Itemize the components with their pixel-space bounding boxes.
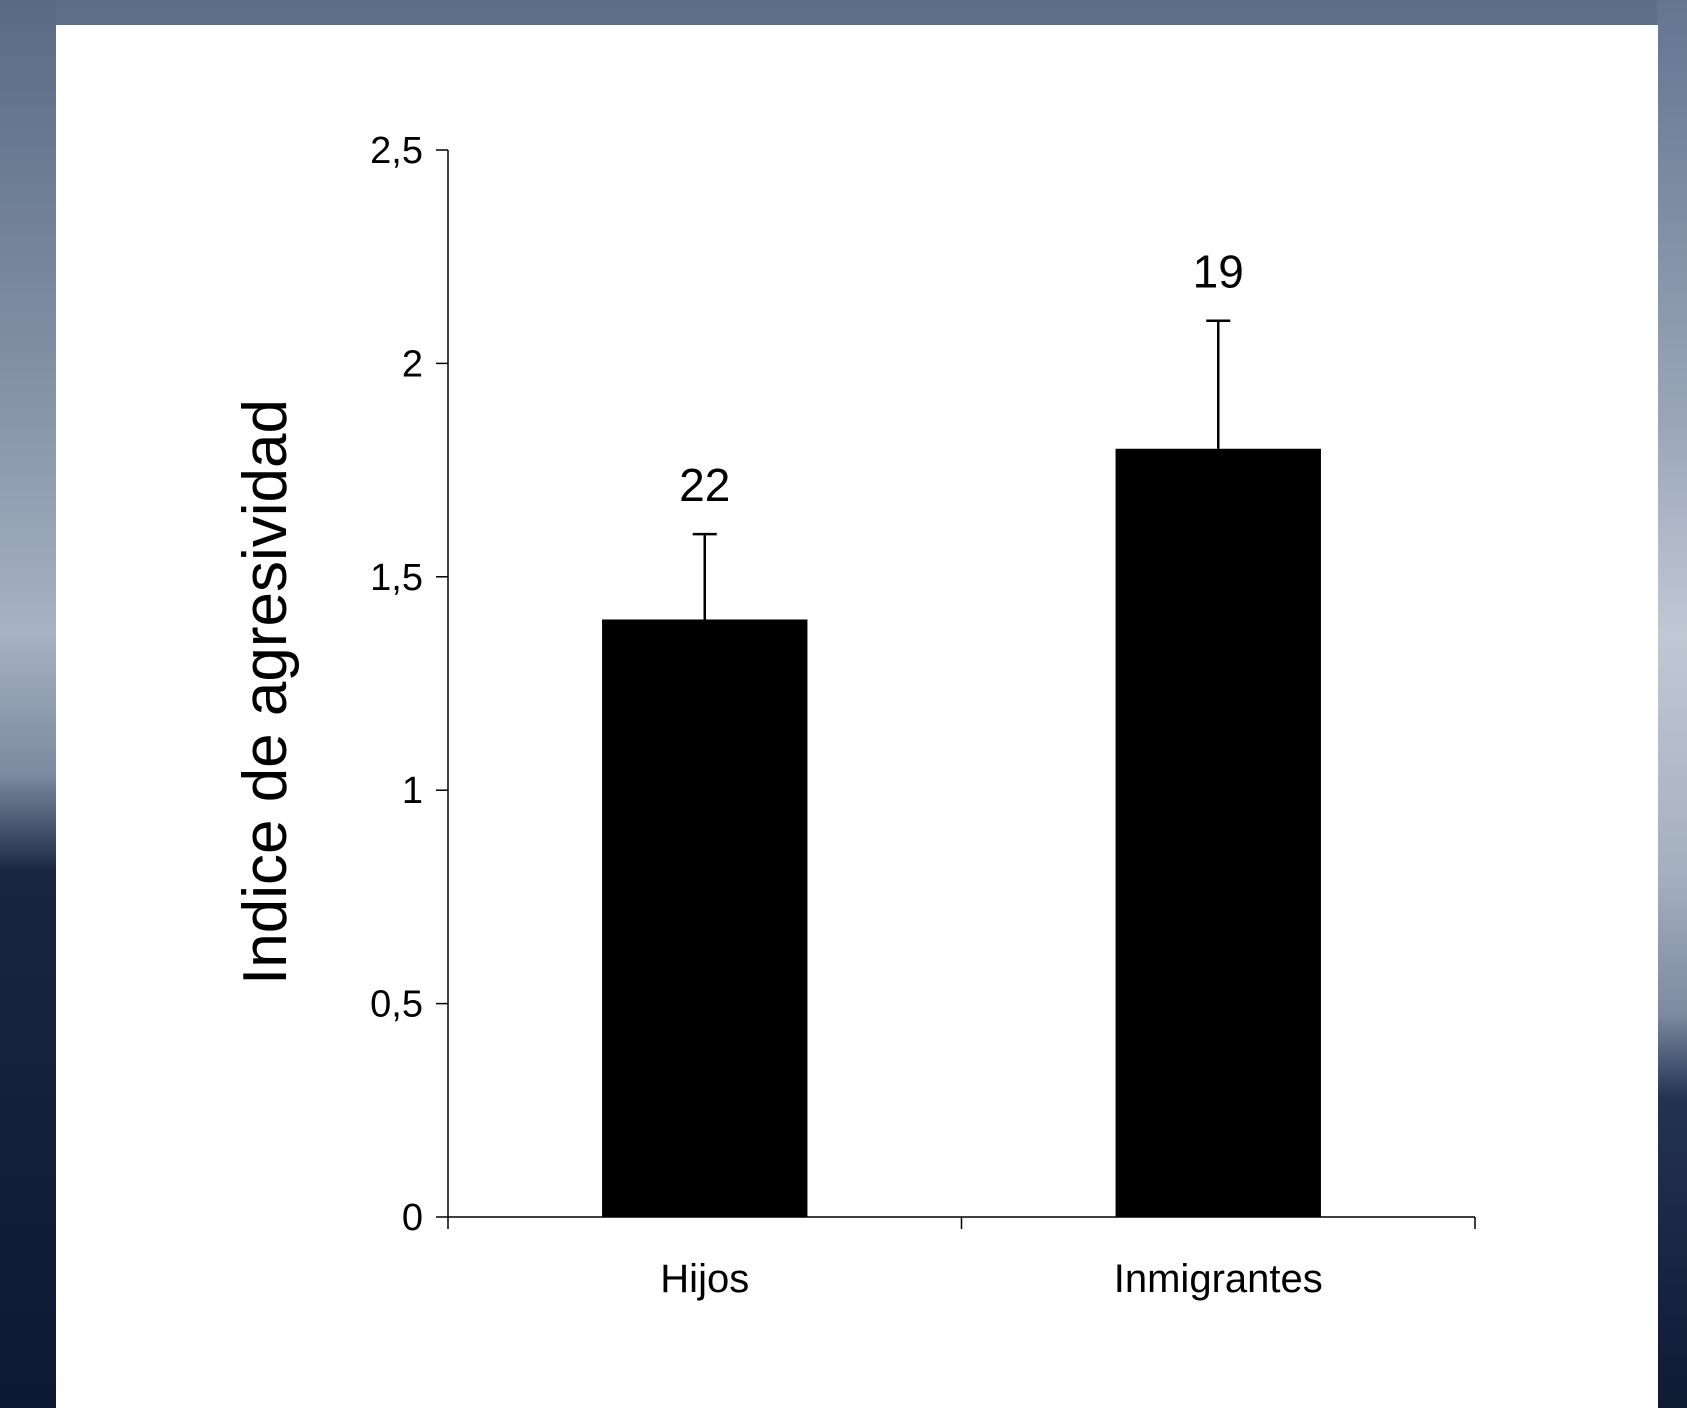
y-tick-label: 2: [402, 343, 423, 385]
x-category-label: Hijos: [660, 1257, 749, 1301]
y-axis-label: Indice de agresividad: [231, 399, 300, 985]
y-tick-label: 0,5: [370, 984, 423, 1026]
y-tick-label: 1,5: [370, 557, 423, 599]
x-category-label: Inmigrantes: [1114, 1257, 1323, 1301]
background-streak-left: [0, 0, 56, 1408]
chart-panel: [56, 25, 1658, 1408]
y-tick-label: 0: [402, 1197, 423, 1239]
data-label: 22: [679, 459, 730, 511]
y-tick-label: 1: [402, 770, 423, 812]
data-label: 19: [1193, 246, 1244, 298]
y-tick-label: 2,5: [370, 130, 423, 172]
bar: [1115, 448, 1321, 1217]
bar: [602, 619, 808, 1217]
background-streak-right: [1657, 0, 1687, 1408]
